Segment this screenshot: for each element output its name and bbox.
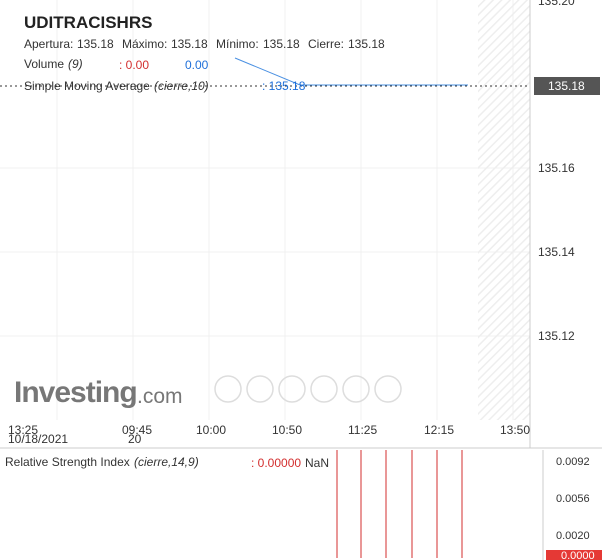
rsi-value2: NaN <box>305 456 330 470</box>
ohlc-value: 135.18 <box>263 37 300 51</box>
rsi-current: 0.0000 <box>561 550 595 560</box>
price-tick: 135.14 <box>538 245 575 259</box>
volume-label: Volume <box>24 57 65 71</box>
volume-params: (9) <box>68 57 83 71</box>
sma-value: : 135.18 <box>262 79 306 93</box>
price-tick: 135.16 <box>538 161 575 175</box>
ohlc-label: Mínimo: <box>216 37 259 51</box>
sma-label: Simple Moving Average <box>24 79 150 93</box>
rsi-params: (cierre,14,9) <box>134 455 199 469</box>
rsi-bars <box>336 450 463 558</box>
time-tick: 11:25 <box>348 423 378 437</box>
ohlc-value: 135.18 <box>77 37 114 51</box>
rsi-badge <box>546 550 602 560</box>
price-current: 135.18 <box>548 79 585 93</box>
rsi-tick: 0.0056 <box>556 493 590 505</box>
date-tick: 10/18/2021 <box>8 432 69 446</box>
ohlc-label: Máximo: <box>122 37 168 51</box>
rsi-tick: 0.0092 <box>556 456 590 468</box>
ohlc-value: 135.18 <box>171 37 208 51</box>
price-badge <box>534 77 600 95</box>
volume-value2: 0.00 <box>185 58 209 72</box>
logo: Investing <box>14 376 138 409</box>
rsi-label: Relative Strength Index <box>5 455 130 469</box>
toolbar[interactable] <box>214 375 402 403</box>
logo-suffix: .com <box>137 385 183 408</box>
volume-value: : 0.00 <box>119 58 150 72</box>
price-tick: 135.20 <box>538 0 575 8</box>
sma-line <box>234 57 468 86</box>
ohlc-label: Cierre: <box>308 37 345 51</box>
time-tick: 10:50 <box>272 423 303 437</box>
future-area <box>478 0 530 420</box>
time-tick: 09:45 <box>122 423 153 437</box>
sma-params: (cierre,10) <box>154 79 209 93</box>
rsi-value: : 0.00000 <box>251 456 302 470</box>
ohlc-value: 135.18 <box>348 37 385 51</box>
time-tick: 13:25 <box>8 423 39 437</box>
time-tick: 10:00 <box>196 423 227 437</box>
rsi-tick: 0.0020 <box>556 530 590 542</box>
time-tick: 13:50 <box>500 423 531 437</box>
symbol: UDITRACISHRS <box>24 13 153 32</box>
time-tick: 12:15 <box>424 423 455 437</box>
ohlc-label: Apertura: <box>24 37 74 51</box>
date-tick: 20 <box>128 432 142 446</box>
price-tick: 135.12 <box>538 329 575 343</box>
